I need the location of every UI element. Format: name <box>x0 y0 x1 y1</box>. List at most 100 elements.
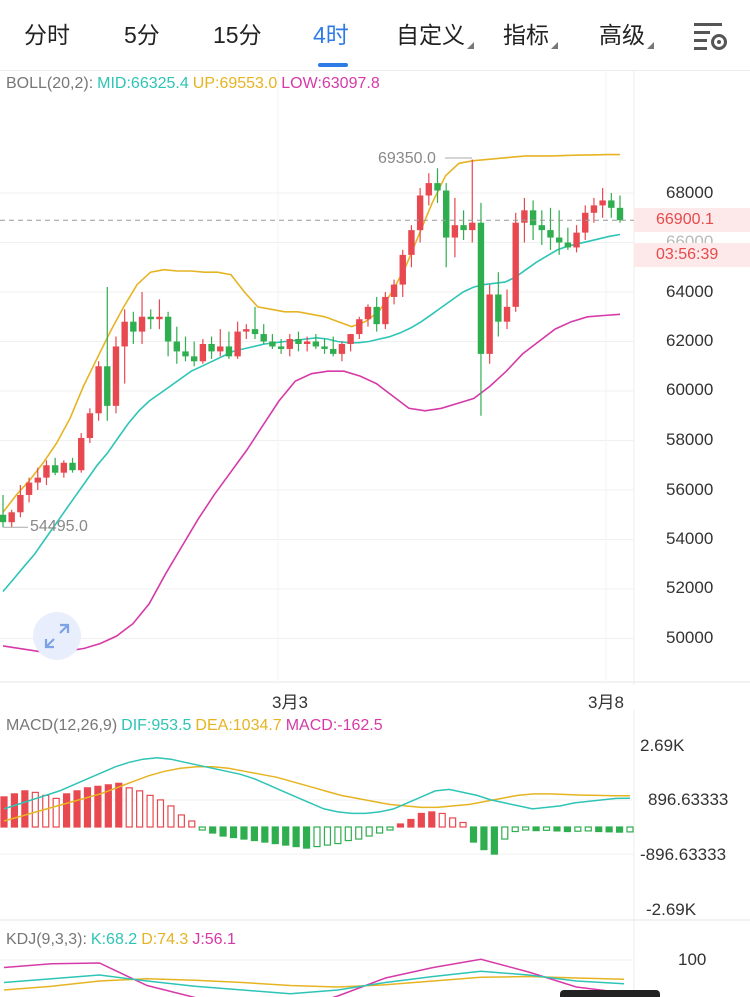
candle-body <box>616 207 624 221</box>
candle-body <box>338 343 346 354</box>
candlestick-chart[interactable] <box>0 70 750 685</box>
macd-bar <box>563 826 572 833</box>
candle-body <box>60 462 68 473</box>
candle-body <box>277 346 285 349</box>
macd-tick: -2.69K <box>646 900 697 919</box>
kdj-tick: 100 <box>678 950 707 969</box>
macd-bar <box>511 826 519 833</box>
macd-bar <box>115 782 123 828</box>
tab-advanced[interactable]: 高级 <box>599 18 654 52</box>
macd-bar <box>615 826 624 833</box>
macd-bar <box>104 784 112 828</box>
candle-body <box>303 341 311 344</box>
macd-bar <box>250 826 258 842</box>
tab-indicators[interactable]: 指标 <box>503 18 558 52</box>
candle-body <box>112 346 120 406</box>
candle-body <box>538 225 545 231</box>
tab-5min[interactable]: 5分 <box>124 22 160 48</box>
date-label: 3月3 <box>272 693 308 712</box>
candle-body <box>512 222 519 307</box>
candle-body <box>251 329 259 335</box>
candle-body <box>173 341 181 352</box>
macd-legend: MACD(12,26,9) DIF:953.5 DEA:1034.7 MACD:-16… <box>6 716 387 736</box>
macd-bar <box>83 787 92 828</box>
candle-body <box>442 190 450 238</box>
macd-bar <box>188 820 196 828</box>
candle-body <box>373 306 380 325</box>
macd-bar <box>73 790 81 828</box>
macd-bar <box>219 826 227 837</box>
macd-bar <box>125 787 133 828</box>
macd-bar <box>522 826 530 831</box>
macd-dea: DEA:1034.7 <box>195 717 282 734</box>
kdj-chart[interactable] <box>0 922 750 997</box>
tab-timeline[interactable]: 分时 <box>24 22 70 48</box>
macd-bar <box>136 790 144 828</box>
candle-body <box>51 465 59 473</box>
candle-body <box>130 321 137 332</box>
expand-chart-button[interactable] <box>33 612 81 660</box>
candle-body <box>95 366 102 414</box>
candle-body <box>295 339 302 344</box>
macd-bar <box>167 805 175 828</box>
boll-mid: MID:66325.4 <box>97 75 189 92</box>
candle-body <box>434 183 441 191</box>
candle-body <box>121 321 128 347</box>
boll-low: LOW:63097.8 <box>281 75 380 92</box>
floating-panel-edge <box>560 990 660 997</box>
date-label: 3月8 <box>588 693 624 712</box>
candle-body <box>321 346 328 349</box>
candle-body <box>260 334 267 342</box>
macd-bar <box>313 826 321 848</box>
active-tab-indicator <box>318 63 348 67</box>
macd-bar <box>595 826 603 833</box>
macd-dea-line <box>3 766 631 822</box>
macd-bar <box>209 826 217 834</box>
macd-bar <box>198 826 206 831</box>
macd-bar <box>449 817 457 828</box>
candle-body <box>286 339 293 349</box>
boll-lower-line <box>2 313 621 655</box>
tab-15min[interactable]: 15分 <box>213 22 262 48</box>
tab-custom[interactable]: 自定义 <box>396 18 474 52</box>
macd-bar <box>261 826 269 843</box>
candle-body <box>86 413 94 439</box>
macd-bar <box>323 826 332 846</box>
macd-bar <box>334 826 342 845</box>
candle-body <box>78 438 85 471</box>
macd-bar <box>396 823 405 828</box>
macd-tick: 2.69K <box>640 736 685 755</box>
macd-bar <box>0 796 8 828</box>
price-tick: 62000 <box>666 331 714 350</box>
kdj-d-line <box>3 975 625 991</box>
boll-title: BOLL(20,2): <box>6 75 94 92</box>
candle-body <box>104 366 111 406</box>
dropdown-triangle-icon <box>551 42 558 49</box>
macd-bar <box>386 826 394 831</box>
macd-bar <box>459 821 467 828</box>
boll-up: UP:69553.0 <box>192 75 278 92</box>
candle-body <box>43 465 50 478</box>
candle-body <box>408 230 415 255</box>
macd-bar <box>365 826 373 837</box>
price-tick: 68000 <box>666 183 714 202</box>
macd-chart[interactable] <box>0 710 750 925</box>
candle-body <box>495 294 502 322</box>
candle-body <box>599 200 606 206</box>
price-tick: 58000 <box>666 430 714 449</box>
chart-settings-icon[interactable] <box>692 20 728 52</box>
macd-bar <box>156 799 165 828</box>
macd-bar <box>532 826 540 832</box>
candle-body <box>208 343 215 352</box>
macd-bar <box>553 826 561 832</box>
tab-custom-label: 自定义 <box>396 22 465 48</box>
macd-dif-line <box>3 756 631 815</box>
candle-body <box>460 225 467 231</box>
macd-dif: DIF:953.5 <box>121 717 192 734</box>
candle-body <box>190 356 198 362</box>
candle-body <box>356 319 363 335</box>
candle-body <box>25 482 33 495</box>
tab-indicators-label: 指标 <box>503 22 549 48</box>
tab-4hour[interactable]: 4时 <box>313 22 349 48</box>
candle-body <box>564 242 572 248</box>
